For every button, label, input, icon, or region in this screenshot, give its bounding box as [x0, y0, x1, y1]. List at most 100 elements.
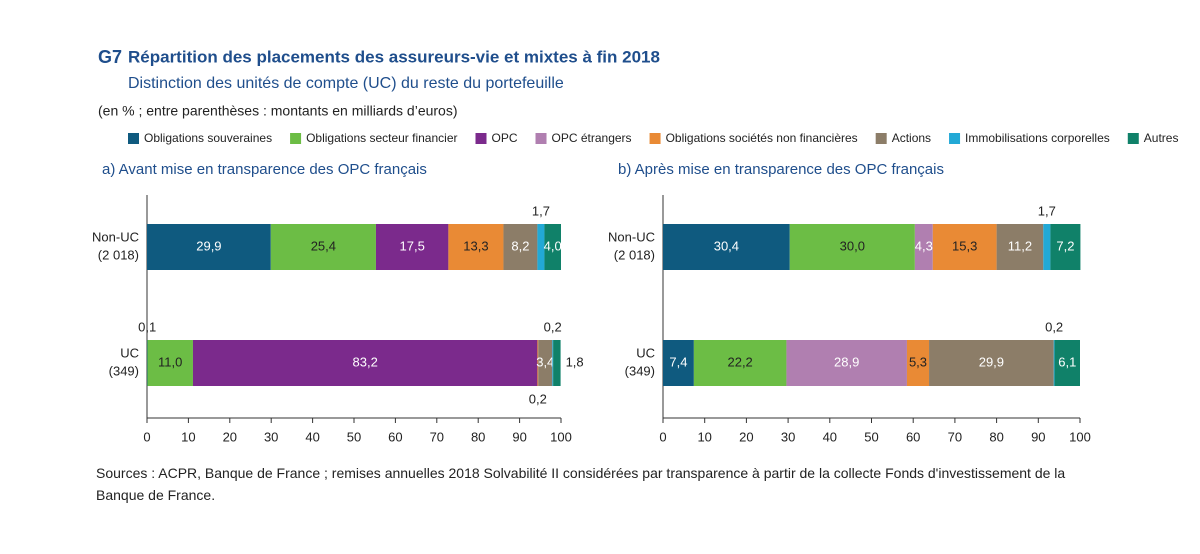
x-tick-label: 30: [264, 429, 278, 444]
figure-code: G7: [98, 47, 122, 67]
bar-segment: [906, 340, 930, 386]
legend-label: OPC: [492, 131, 518, 145]
value-label: 4,0: [544, 238, 562, 253]
category-label: UC: [120, 345, 139, 360]
legend-swatch: [875, 133, 887, 144]
bar-segment: [448, 224, 504, 270]
value-label: 3,4: [536, 354, 554, 369]
x-tick-label: 40: [305, 429, 319, 444]
x-tick-label: 90: [1031, 429, 1045, 444]
value-label: 8,2: [511, 238, 529, 253]
x-tick-label: 60: [388, 429, 402, 444]
category-label: Non-UC: [608, 229, 655, 244]
bar-segment: [786, 340, 907, 386]
legend-label: Autres: [1144, 131, 1179, 145]
legend-label: Obligations souveraines: [144, 131, 272, 145]
legend-label: OPC étrangers: [552, 131, 632, 145]
category-label: Non-UC: [92, 229, 139, 244]
value-label: 1,7: [532, 203, 550, 218]
legend-swatch: [290, 133, 302, 144]
x-tick-label: 10: [181, 429, 195, 444]
value-label: 0,2: [544, 319, 562, 334]
bar-segment: [544, 224, 561, 270]
legend-swatch: [649, 133, 661, 144]
value-label: 11,2: [1008, 238, 1032, 253]
value-label: 83,2: [353, 354, 378, 369]
category-amount: (2 018): [614, 247, 655, 262]
bar-segment: [537, 340, 539, 386]
unit-note: (en % ; entre parenthèses : montants en …: [98, 103, 458, 119]
legend-swatch: [535, 133, 547, 144]
value-label: 15,3: [952, 238, 977, 253]
bar-segment: [1054, 340, 1080, 386]
legend-swatch: [949, 133, 961, 144]
bar-segment: [553, 340, 561, 386]
legend-swatch: [475, 133, 487, 144]
bar-segment: [1053, 340, 1055, 386]
x-tick-label: 40: [823, 429, 837, 444]
x-tick-label: 70: [948, 429, 962, 444]
source: Sources : ACPR, Banque de France ; remis…: [96, 465, 1066, 503]
bar-segment: [552, 340, 554, 386]
value-label: 5,3: [909, 354, 927, 369]
bar-segment: [929, 340, 1054, 386]
value-label: 0,2: [1045, 319, 1063, 334]
bar-segment: [789, 224, 915, 270]
bar-segment: [932, 224, 997, 270]
legend-swatch: [128, 133, 139, 144]
x-tick-label: 90: [512, 429, 526, 444]
bar-segment: [1043, 224, 1051, 270]
value-label: 25,4: [311, 238, 336, 253]
panel-title: a) Avant mise en transparence des OPC fr…: [102, 161, 427, 178]
category-label: UC: [636, 345, 655, 360]
x-tick-label: 60: [906, 429, 920, 444]
bar-segment: [663, 340, 694, 386]
title: Répartition des placements des assureurs…: [128, 47, 660, 66]
value-label: 29,9: [979, 354, 1004, 369]
bar-segment: [147, 340, 148, 386]
x-tick-label: 30: [781, 429, 795, 444]
value-label: 30,0: [840, 238, 865, 253]
legend-label: Obligations secteur financier: [306, 131, 457, 145]
bar-segment: [147, 224, 271, 270]
bar-segment: [996, 224, 1044, 270]
bar-segment: [270, 224, 376, 270]
legend-label: Actions: [892, 131, 931, 145]
category-amount: (349): [625, 363, 655, 378]
value-label: 7,2: [1056, 238, 1074, 253]
value-label: 0,2: [529, 391, 547, 406]
bar-segment: [537, 224, 545, 270]
value-label: 6,1: [1058, 354, 1076, 369]
x-tick-label: 20: [739, 429, 753, 444]
x-tick-label: 50: [347, 429, 361, 444]
category-amount: (349): [109, 363, 139, 378]
x-tick-label: 70: [430, 429, 444, 444]
bar-segment: [914, 224, 933, 270]
value-label: 29,9: [196, 238, 221, 253]
category-amount: (2 018): [98, 247, 139, 262]
subtitle: Distinction des unités de compte (UC) du…: [128, 75, 564, 92]
x-tick-label: 100: [1069, 429, 1091, 444]
bar-segment: [375, 224, 449, 270]
value-label: 22,2: [727, 354, 752, 369]
panel-title: b) Après mise en transparence des OPC fr…: [618, 161, 944, 178]
x-tick-label: 0: [659, 429, 666, 444]
bar-segment: [663, 224, 790, 270]
bar-segment: [538, 340, 553, 386]
x-tick-label: 0: [143, 429, 150, 444]
value-label: 7,4: [669, 354, 687, 369]
x-tick-label: 20: [223, 429, 237, 444]
legend-label: Obligations sociétés non financières: [666, 131, 858, 145]
value-label: 17,5: [400, 238, 425, 253]
source-box: Sources : ACPR, Banque de France ; remis…: [96, 465, 1066, 503]
value-label: 28,9: [834, 354, 859, 369]
bar-segment: [147, 340, 193, 386]
bar-segment: [503, 224, 538, 270]
x-tick-label: 100: [550, 429, 572, 444]
x-tick-label: 10: [697, 429, 711, 444]
value-label: 30,4: [714, 238, 739, 253]
bar-segment: [192, 340, 538, 386]
value-label: 13,3: [463, 238, 488, 253]
